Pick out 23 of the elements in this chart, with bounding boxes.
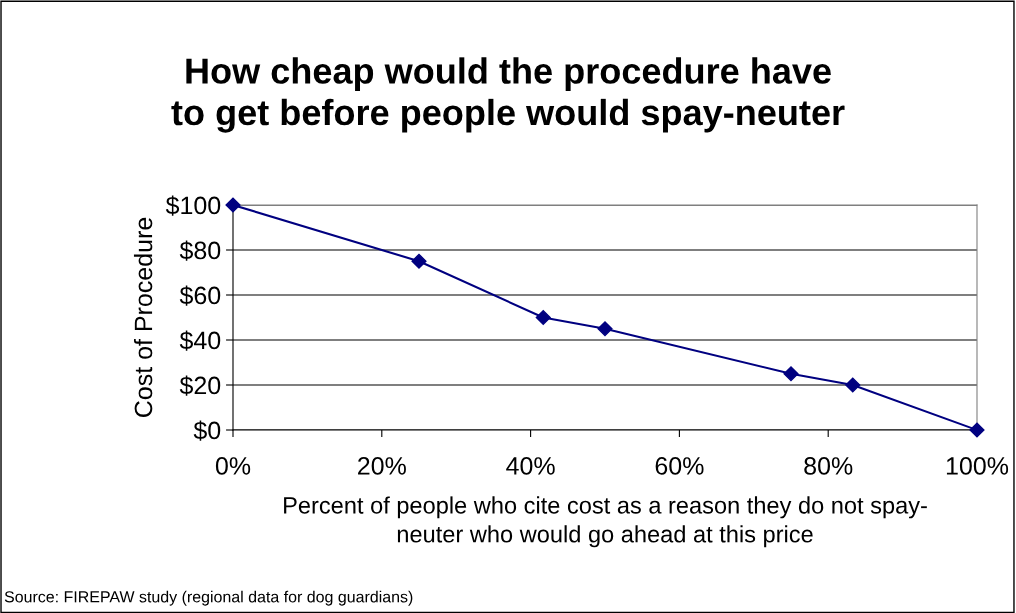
x-tick-label: 80% [804, 457, 853, 475]
y-tick-label: $40 [179, 330, 221, 351]
source-note: Source: FIREPAW study (regional data for dog guardians) [4, 590, 413, 606]
x-axis-title: Percent of people who cite cost as a reason they do not spay- neuter who would go ahead at this price [284, 496, 927, 548]
y-axis-title: Cost of Procedure [133, 217, 153, 417]
y-tick-label: $20 [179, 375, 221, 396]
point [969, 422, 985, 438]
point [535, 309, 551, 326]
point [411, 253, 427, 269]
x-tick-label: 20% [358, 457, 406, 475]
y-tick-label: $80 [179, 240, 221, 261]
x-tick-label: 100% [946, 457, 1009, 475]
point [783, 366, 799, 382]
y-tick-label: $60 [179, 285, 221, 306]
chart-title: How cheap would the procedure have to get before people would spay-neuter [171, 57, 845, 133]
point [597, 321, 613, 337]
point [845, 377, 861, 393]
x-tick-label: 40% [506, 457, 555, 475]
x-tick-label: 60% [655, 457, 704, 475]
y-tick-label: $0 [193, 420, 221, 441]
y-tick-label: $100 [165, 195, 221, 216]
point [225, 197, 241, 213]
x-tick-label: 0% [215, 457, 251, 475]
